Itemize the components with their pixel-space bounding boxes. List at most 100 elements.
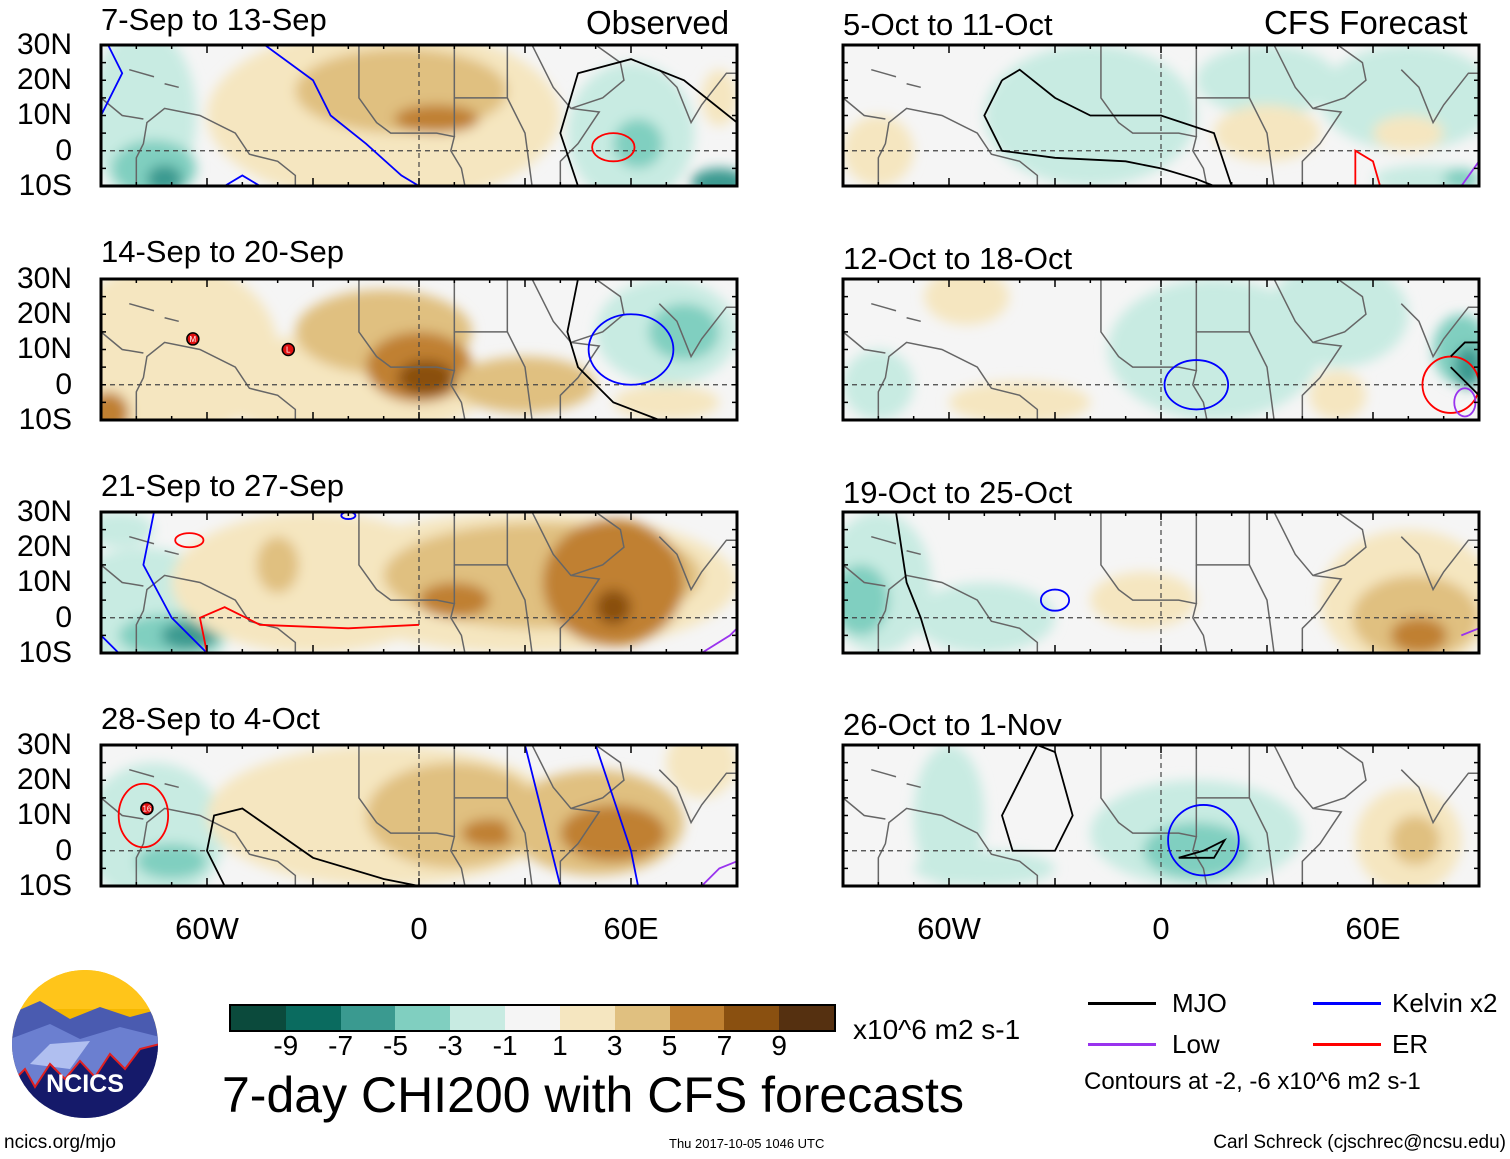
mjo-contour (566, 279, 660, 420)
storm-label: 16 (142, 804, 151, 813)
coastline (658, 303, 737, 359)
lat-tick-label: 30N (16, 728, 72, 761)
kelvin-contour (340, 512, 357, 520)
chi200-anomaly-region (1390, 617, 1448, 653)
coastline (1312, 279, 1367, 344)
colorbar-level-label: 5 (661, 1030, 678, 1061)
chi200-anomaly-region (560, 804, 667, 862)
lat-tick-label: 10N (16, 798, 72, 832)
legend-label-er: ER (1392, 1029, 1429, 1059)
colorbar-level-label: 9 (771, 1030, 787, 1061)
map-panel-observed (99, 510, 739, 655)
chi200-anomaly-region (949, 381, 1091, 420)
coastline (358, 745, 466, 886)
lat-tick-label: 10S (18, 168, 72, 202)
colorbar-level-label: 3 (606, 1030, 623, 1061)
footer-url[interactable]: ncics.org/mjo (4, 1132, 116, 1153)
coastline (1400, 536, 1479, 592)
colorbar-level-label: -5 (383, 1030, 408, 1061)
coastline (1400, 69, 1479, 125)
contour-note: Contours at -2, -6 x10^6 m2 s-1 (1084, 1068, 1421, 1095)
chi200-anomaly-region (136, 843, 207, 879)
chi200-anomaly-region (1320, 45, 1479, 151)
lat-tick-label: 30N (16, 262, 72, 295)
panel-title: 7-Sep to 13-Sep (101, 2, 327, 37)
footer-timestamp: Thu 2017-10-05 1046 UTC (669, 1136, 825, 1151)
coastline (1273, 512, 1343, 653)
low-contour (1460, 627, 1479, 637)
observed-label: Observed (586, 4, 730, 41)
coastline (658, 769, 737, 825)
lat-tick-label: 20N (16, 63, 72, 97)
lat-tick-label: 0 (55, 367, 72, 401)
coastline (1400, 769, 1479, 825)
coastline (877, 807, 1039, 886)
coastline (1248, 797, 1275, 886)
coastline (1400, 303, 1479, 359)
forecast-label: CFS Forecast (1264, 4, 1468, 41)
chi200-anomaly-region (1267, 279, 1409, 368)
colorbar (229, 1004, 836, 1032)
storm-marker (140, 801, 154, 816)
chi200-anomaly-region (924, 279, 1010, 325)
colorbar-swatch (779, 1006, 835, 1030)
chi200-anomaly-region (843, 115, 914, 186)
colorbar-level-label: 7 (716, 1030, 733, 1061)
coastline (358, 45, 466, 186)
colorbar-swatch (669, 1006, 726, 1030)
panel-title: 26-Oct to 1-Nov (843, 707, 1062, 742)
lat-tick-label: 10N (16, 332, 72, 366)
kelvin-contour (101, 45, 124, 116)
lat-tick-label: 30N (16, 28, 72, 61)
er-contour (174, 532, 205, 549)
coastline (658, 536, 737, 592)
coastline (1273, 45, 1343, 186)
chi200-anomaly-region (101, 391, 130, 420)
map-panel-observed: 16 (99, 743, 739, 888)
coastline (101, 97, 144, 120)
chi200-anomaly-region (542, 519, 684, 646)
coastline (531, 745, 601, 886)
lat-tick-label: 10N (16, 98, 72, 132)
legend-line-er (1313, 1043, 1381, 1046)
legend-label-kelvin: Kelvin x2 (1392, 988, 1498, 1018)
coastline (358, 512, 466, 653)
coastline (1312, 45, 1367, 110)
chi200-anomaly-region (843, 349, 914, 420)
storm-marker (186, 332, 200, 346)
legend-label-mjo: MJO (1172, 988, 1227, 1018)
coastline (1100, 279, 1208, 420)
coastline (506, 797, 533, 886)
kelvin-contour (1039, 588, 1071, 612)
coastline (570, 512, 625, 577)
chart-title: 7-day CHI200 with CFS forecasts (222, 1067, 964, 1123)
chi200-anomaly-region (1351, 575, 1479, 653)
lat-tick-label: 10N (16, 565, 72, 599)
chi200-anomaly-region (256, 536, 299, 594)
lat-tick-label: 10S (18, 635, 72, 669)
map-panel-forecast (841, 43, 1481, 188)
lon-tick-label: 60E (1345, 911, 1401, 946)
lon-tick-label: 60W (917, 911, 981, 946)
kelvin-contour (142, 512, 208, 653)
colorbar-swatch (614, 1006, 671, 1030)
chi200-anomaly-region (394, 104, 480, 134)
lat-tick-label: 30N (16, 495, 72, 528)
colorbar-swatch (231, 1006, 287, 1030)
lon-tick-label: 60E (603, 911, 659, 946)
panel-title: 5-Oct to 11-Oct (843, 7, 1053, 42)
map-panel-forecast (841, 743, 1481, 888)
coastline (531, 512, 601, 653)
colorbar-level-label: -9 (273, 1030, 299, 1061)
coastline (135, 807, 297, 886)
kelvin-contour (594, 745, 639, 886)
coastline (877, 341, 1039, 420)
chi200-anomaly-region (1390, 815, 1441, 865)
coastline (1100, 512, 1208, 653)
lat-tick-label: 10S (18, 402, 72, 436)
chi200-anomaly-region (843, 564, 889, 636)
er-contour (198, 606, 420, 653)
chi200-anomaly-region (613, 384, 720, 420)
coastline (135, 341, 297, 420)
colorbar-swatch (505, 1006, 561, 1030)
